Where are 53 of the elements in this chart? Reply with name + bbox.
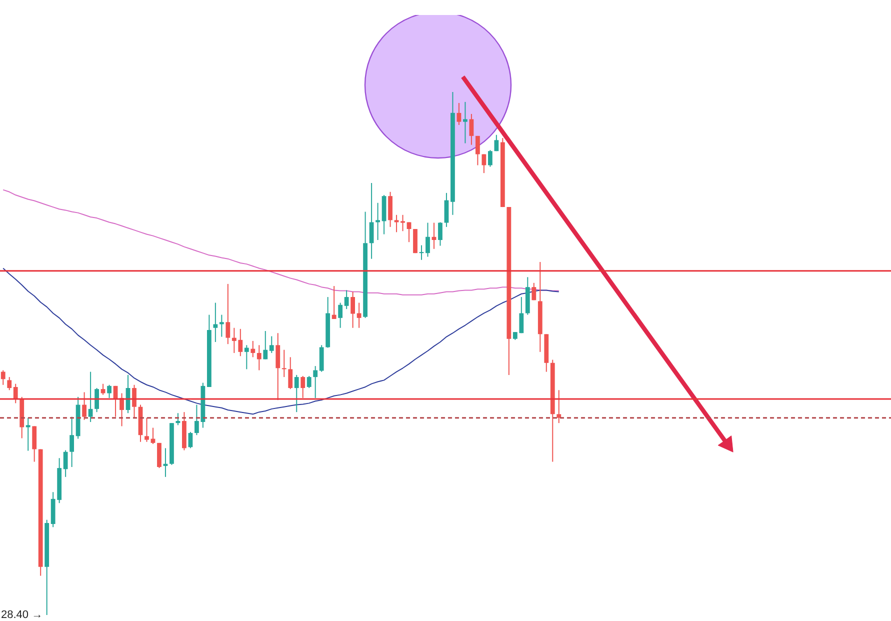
candlestick bbox=[26, 417, 30, 452]
candlestick bbox=[282, 349, 286, 378]
candlestick bbox=[488, 150, 492, 168]
candlestick bbox=[344, 290, 349, 310]
candlestick bbox=[376, 202, 380, 241]
candlestick bbox=[426, 222, 430, 258]
candlestick bbox=[294, 374, 299, 413]
candlestick bbox=[300, 375, 306, 398]
candlestick bbox=[306, 375, 312, 389]
candlestick bbox=[269, 336, 274, 354]
candlestick bbox=[469, 113, 474, 146]
candlestick bbox=[406, 222, 412, 243]
candlestick bbox=[0, 370, 6, 386]
candlestick bbox=[476, 135, 480, 166]
annotation: 28.40 → bbox=[1, 609, 43, 621]
candlestick bbox=[13, 383, 18, 404]
candlestick bbox=[444, 192, 449, 228]
candlestick bbox=[94, 388, 99, 413]
candlestick bbox=[32, 426, 37, 462]
candlestick bbox=[82, 392, 86, 420]
candlestick bbox=[276, 332, 280, 401]
candlestick bbox=[313, 366, 318, 398]
candlestick bbox=[369, 182, 374, 260]
candlestick bbox=[556, 390, 562, 424]
candlestick bbox=[350, 291, 356, 328]
candlestick bbox=[63, 450, 68, 478]
candlestick bbox=[150, 427, 156, 444]
candlestick bbox=[70, 416, 74, 468]
candlestick bbox=[338, 302, 343, 328]
candlestick bbox=[356, 302, 362, 328]
candlestick bbox=[188, 431, 193, 449]
candlestick bbox=[256, 344, 262, 371]
candlestick bbox=[463, 101, 468, 144]
candlestick bbox=[226, 283, 230, 345]
candlestick bbox=[244, 344, 249, 370]
candlestick bbox=[263, 330, 268, 360]
candlestick bbox=[456, 102, 462, 126]
candlestick bbox=[288, 356, 293, 390]
candlestick bbox=[7, 376, 12, 391]
candlestick bbox=[107, 384, 112, 398]
candlestick bbox=[494, 134, 499, 152]
candlestick bbox=[144, 417, 149, 442]
candlestick bbox=[438, 222, 442, 246]
candlestick bbox=[132, 384, 136, 418]
candlestick bbox=[219, 314, 224, 338]
candlestick bbox=[250, 340, 256, 358]
candlestick bbox=[332, 286, 336, 320]
candlestick bbox=[319, 344, 324, 372]
candlestick bbox=[88, 371, 93, 423]
candlestick bbox=[482, 154, 486, 174]
candlestick bbox=[532, 282, 536, 301]
candlestick bbox=[400, 214, 405, 232]
candlestick bbox=[213, 302, 218, 342]
